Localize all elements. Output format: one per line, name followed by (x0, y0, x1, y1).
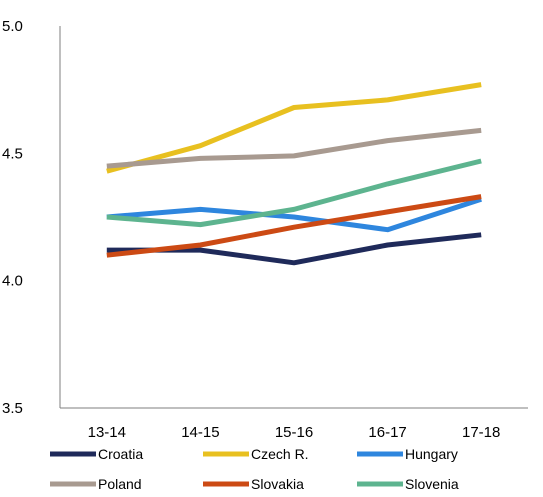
legend-item: Hungary (357, 446, 458, 462)
legend-label: Slovakia (251, 476, 304, 492)
legend: Croatia Czech R. Hungary Poland Slovakia Slov… (50, 446, 459, 492)
legend-label: Czech R. (251, 446, 309, 462)
x-tick-label: 16-17 (368, 424, 406, 441)
legend-label: Slovenia (405, 476, 459, 492)
y-tick-label: 4.0 (2, 273, 23, 290)
y-tick-label: 5.0 (2, 18, 23, 35)
legend-item: Croatia (50, 446, 143, 462)
legend-label: Poland (98, 476, 142, 492)
x-tick-label: 14-15 (181, 424, 219, 441)
series-line-hungary (106, 196, 482, 233)
x-tick-label: 15-16 (275, 424, 313, 441)
legend-label: Croatia (98, 446, 143, 462)
series-line-slovakia (106, 194, 482, 258)
x-axis-tick-labels: 13-14 14-15 15-16 16-17 17-18 (88, 424, 501, 441)
legend-label: Hungary (405, 446, 458, 462)
legend-item: Slovakia (203, 476, 304, 492)
series-line-czech-r (106, 82, 482, 174)
series-line-poland (106, 127, 482, 169)
legend-item: Slovenia (357, 476, 459, 492)
x-tick-label: 17-18 (462, 424, 500, 441)
x-tick-label: 13-14 (88, 424, 126, 441)
series-line-slovenia (106, 158, 482, 228)
y-axis-tick-labels: 3.5 4.0 4.5 5.0 (2, 18, 23, 417)
y-tick-label: 3.5 (2, 400, 23, 417)
legend-item: Poland (50, 476, 142, 492)
series-lines (106, 82, 482, 266)
y-tick-label: 4.5 (2, 145, 23, 162)
legend-item: Czech R. (203, 446, 309, 462)
